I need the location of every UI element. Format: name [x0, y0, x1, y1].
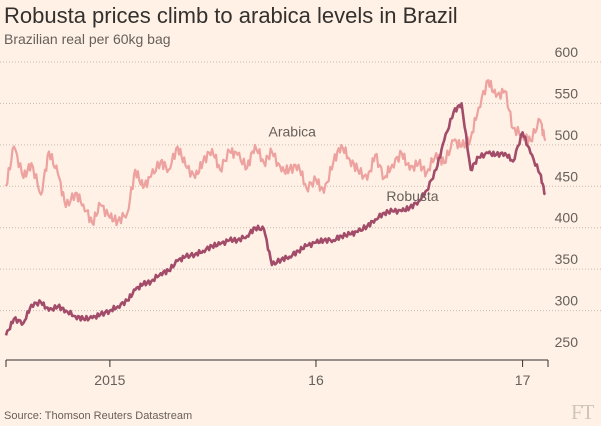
y-tick-label-300: 300 — [555, 293, 579, 309]
series-line-robusta — [4, 102, 547, 336]
y-tick-labels: 250 300 350 400 450 500 550 600 — [555, 44, 579, 350]
series-layer — [4, 79, 547, 336]
y-tick-label-400: 400 — [555, 210, 579, 226]
x-axis: 2015 16 17 — [5, 359, 549, 388]
y-tick-label-600: 600 — [555, 44, 579, 60]
y-tick-label-550: 550 — [555, 85, 579, 101]
ft-logo: FT — [571, 400, 594, 424]
series-label-robusta: Robusta — [386, 188, 438, 204]
y-tick-label-500: 500 — [555, 127, 579, 143]
x-tick-label-2015: 2015 — [94, 372, 125, 388]
y-tick-label-350: 350 — [555, 251, 579, 267]
series-label-arabica: Arabica — [269, 124, 317, 140]
series-line-arabica — [4, 79, 547, 227]
chart-title: Robusta prices climb to arabica levels i… — [4, 3, 458, 28]
source-note: Source: Thomson Reuters Datastream — [4, 410, 193, 422]
x-tick-label-16: 16 — [308, 372, 324, 388]
x-tick-label-17: 17 — [515, 372, 531, 388]
y-tick-label-250: 250 — [555, 334, 579, 350]
chart-subtitle: Brazilian real per 60kg bag — [4, 31, 171, 47]
y-tick-label-450: 450 — [555, 168, 579, 184]
grid-layer — [0, 61, 601, 312]
series-labels: Arabica Robusta — [269, 124, 439, 205]
